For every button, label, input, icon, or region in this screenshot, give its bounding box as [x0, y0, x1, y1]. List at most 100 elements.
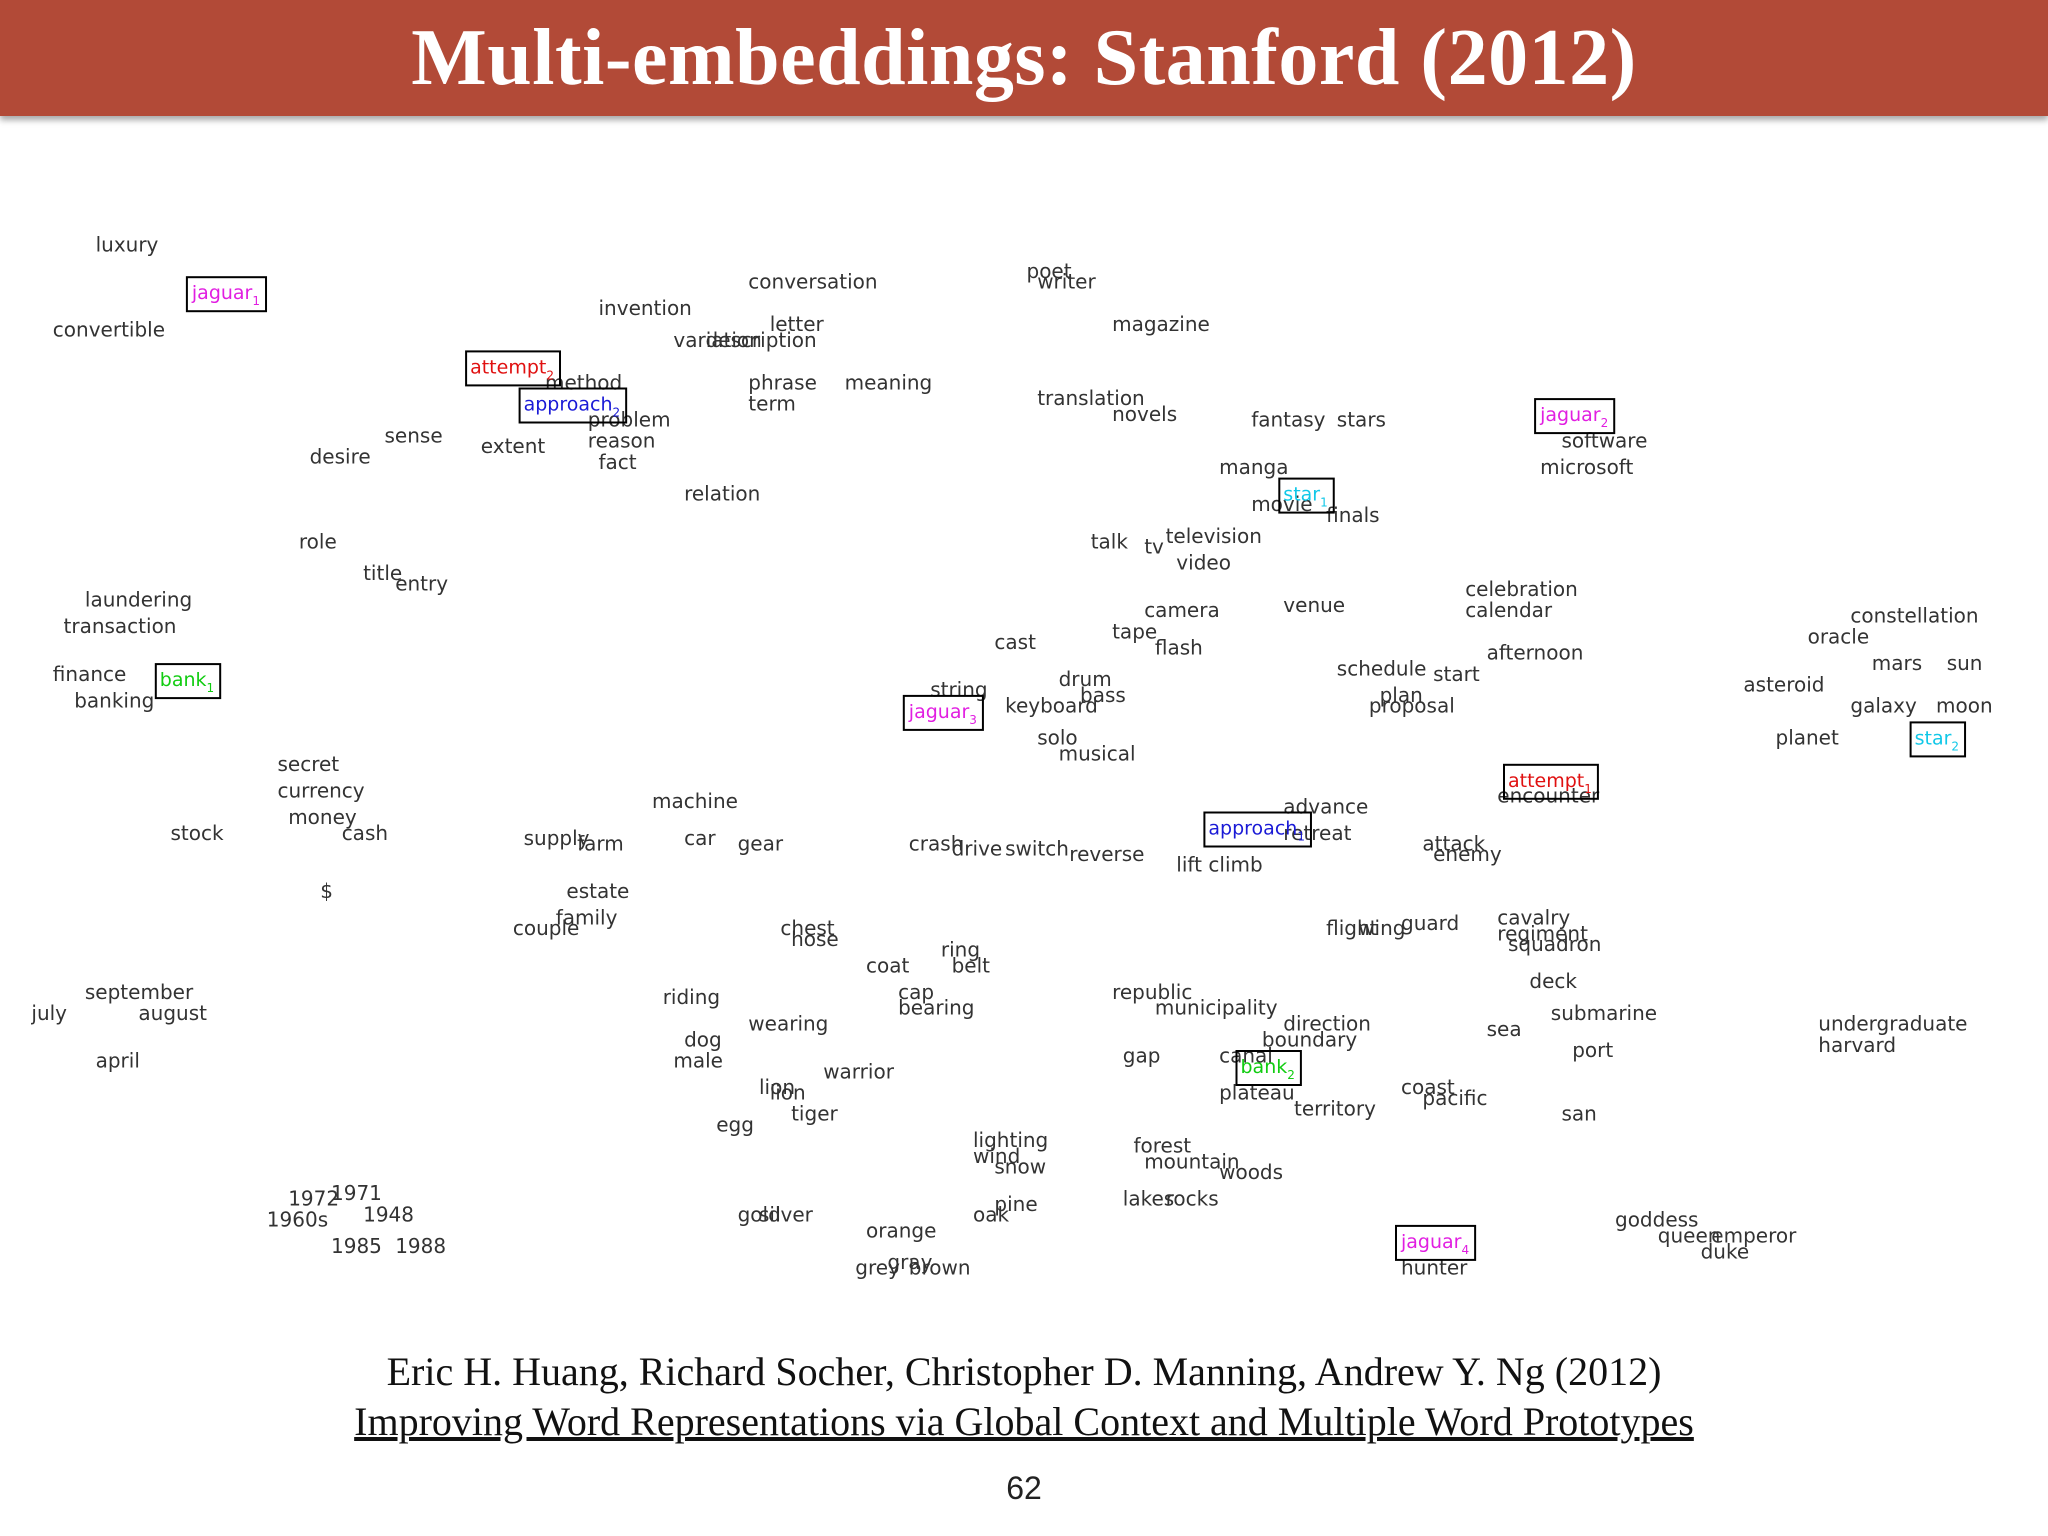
word-label: $ — [320, 879, 333, 903]
word-label: drive — [952, 837, 1003, 861]
sense-word: bank1 — [160, 669, 214, 695]
word-label: afternoon — [1487, 641, 1584, 665]
word-label: planet — [1776, 725, 1839, 749]
word-label: letter — [770, 312, 825, 336]
sense-label-jaguar-1: jaguar1 — [185, 276, 268, 313]
citation-authors: Eric H. Huang, Richard Socher, Christoph… — [386, 1349, 1662, 1394]
word-label: dog — [684, 1028, 722, 1052]
word-label: variation — [673, 328, 761, 352]
word-label: bearing — [898, 996, 974, 1020]
word-label: wind — [973, 1144, 1020, 1168]
word-label: july — [30, 1001, 67, 1025]
sense-label-jaguar-3: jaguar3 — [902, 694, 984, 731]
word-label: asteroid — [1743, 672, 1824, 696]
word-label: gap — [1123, 1043, 1161, 1067]
word-label: fact — [599, 450, 637, 474]
word-label: constellation — [1850, 604, 1978, 628]
word-label: car — [684, 826, 716, 850]
word-label: proposal — [1369, 694, 1455, 718]
word-label: television — [1166, 524, 1262, 548]
word-label: title — [363, 561, 402, 585]
word-label: venue — [1283, 593, 1345, 617]
citation-paper-title[interactable]: Improving Word Representations via Globa… — [354, 1399, 1694, 1444]
word-label: wing — [1358, 916, 1405, 940]
word-label: chest — [780, 916, 834, 940]
word-label: money — [288, 805, 357, 829]
word-label: san — [1562, 1102, 1597, 1126]
word-label: pacific — [1422, 1086, 1487, 1110]
sense-word: approach1 — [1208, 818, 1305, 844]
sense-word: jaguar4 — [1400, 1231, 1469, 1257]
sense-box — [1503, 763, 1599, 800]
word-label: climb — [1208, 853, 1262, 877]
word-label: schedule — [1337, 657, 1427, 681]
sense-word: attempt1 — [1508, 770, 1592, 796]
word-label: gear — [738, 831, 784, 855]
word-label: silver — [759, 1202, 814, 1226]
word-label: municipality — [1155, 996, 1278, 1020]
word-label: 1948 — [363, 1202, 414, 1226]
word-label: estate — [566, 879, 629, 903]
word-label: stars — [1337, 407, 1386, 431]
word-label: flight — [1326, 916, 1378, 940]
sense-label-attempt-1: attempt1 — [1503, 763, 1599, 800]
word-label: port — [1572, 1038, 1613, 1062]
word-label: extent — [481, 434, 546, 458]
word-label: enemy — [1433, 842, 1502, 866]
word-label: switch — [1005, 837, 1069, 861]
word-label: magazine — [1112, 312, 1210, 336]
word-label: lakes — [1123, 1187, 1174, 1211]
word-label: canal — [1219, 1043, 1273, 1067]
word-label: translation — [1037, 386, 1145, 410]
word-label: goddess — [1615, 1208, 1698, 1232]
sense-box — [185, 276, 268, 313]
word-label: harvard — [1818, 1033, 1896, 1057]
sense-box — [465, 350, 562, 387]
word-label: farm — [577, 831, 624, 855]
word-label: laundering — [85, 588, 192, 612]
word-label: family — [556, 906, 618, 930]
word-label: couple — [513, 916, 579, 940]
word-label: 1988 — [395, 1234, 446, 1258]
word-label: september — [85, 980, 194, 1004]
word-label: crash — [909, 831, 964, 855]
word-label: camera — [1144, 598, 1220, 622]
word-label: fantasy — [1251, 407, 1325, 431]
word-label: 1971 — [331, 1181, 382, 1205]
word-label: regiment — [1497, 922, 1588, 946]
word-label: ring — [941, 937, 980, 961]
sense-box — [1235, 1050, 1302, 1086]
word-label: currency — [278, 778, 365, 802]
word-label: submarine — [1551, 1001, 1657, 1025]
word-label: convertible — [53, 317, 165, 341]
sense-label-jaguar-4: jaguar4 — [1395, 1224, 1477, 1261]
word-label: manga — [1219, 455, 1288, 479]
sense-word: attempt2 — [470, 356, 554, 382]
word-label: entry — [395, 572, 448, 596]
word-label: riding — [663, 985, 720, 1009]
word-label: transaction — [64, 614, 177, 638]
word-label: finance — [53, 662, 127, 686]
word-label: supply — [524, 826, 590, 850]
word-label: solo — [1037, 725, 1077, 749]
title-bar: Multi-embeddings: Stanford (2012) — [0, 0, 2048, 116]
word-label: method — [545, 370, 622, 394]
word-label: reason — [588, 429, 656, 453]
word-label: string — [930, 678, 987, 702]
word-label: cash — [342, 821, 388, 845]
word-label: finals — [1326, 503, 1380, 527]
word-label: luxury — [96, 233, 159, 257]
sense-box — [1203, 811, 1312, 848]
word-label: sun — [1947, 651, 1983, 675]
word-label: august — [138, 1001, 207, 1025]
word-label: forest — [1134, 1134, 1192, 1158]
word-label: undergraduate — [1818, 1012, 1967, 1036]
sense-word: star2 — [1915, 727, 1959, 753]
word-label: queen — [1658, 1224, 1721, 1248]
word-label: gold — [738, 1202, 781, 1226]
word-label: male — [673, 1049, 723, 1073]
word-label: tiger — [791, 1102, 838, 1126]
sense-label-jaguar-2: jaguar2 — [1534, 398, 1616, 435]
word-label: secret — [278, 752, 340, 776]
